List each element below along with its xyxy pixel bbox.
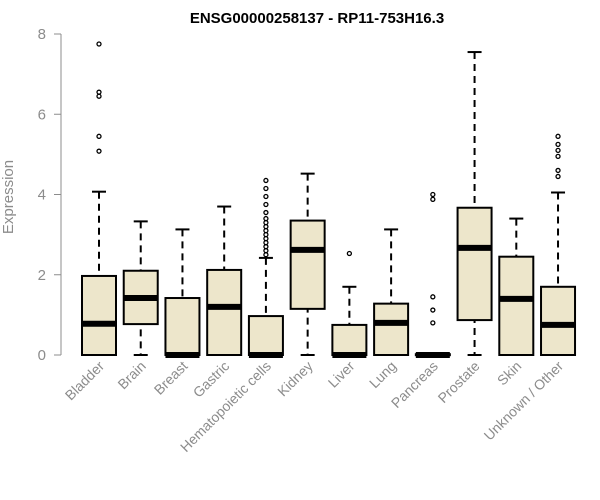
outlier-point <box>555 147 561 154</box>
box-iqr <box>164 297 201 356</box>
box-iqr <box>540 285 577 357</box>
x-tick-label: Bladder <box>62 358 108 404</box>
outlier-point <box>430 191 436 198</box>
outlier-point <box>555 153 561 160</box>
y-axis-label: Expression <box>0 160 17 234</box>
box-bladder <box>81 41 117 356</box>
box-iqr <box>247 315 284 356</box>
box-liver <box>331 250 368 358</box>
outlier-point <box>96 133 102 139</box>
outlier-point <box>346 250 353 257</box>
outlier-point <box>96 89 102 95</box>
outlier-point <box>96 41 102 47</box>
box-kidney <box>289 172 326 356</box>
box-gastric <box>206 205 243 356</box>
y-axis: 0 2 4 6 8 <box>38 26 62 364</box>
outlier-point <box>430 307 436 313</box>
box-iqr <box>81 274 117 356</box>
box-skin <box>498 217 535 357</box>
y-tick-label: 6 <box>38 106 46 123</box>
box-iqr <box>373 302 410 357</box>
box-iqr <box>498 255 535 357</box>
x-tick-label: Brain <box>114 358 148 392</box>
outlier-point <box>263 215 269 222</box>
box-iqr <box>456 206 493 322</box>
outlier-point <box>555 173 561 180</box>
x-tick-label: Prostate <box>435 358 483 406</box>
box-series <box>81 41 577 358</box>
y-tick-label: 4 <box>38 187 46 204</box>
outlier-point <box>263 201 269 208</box>
x-tick-label: Unknown / Other <box>481 358 567 444</box>
chart-title: ENSG00000258137 - RP11-753H16.3 <box>190 10 444 27</box>
y-tick-label: 2 <box>38 267 46 284</box>
outlier-point <box>555 141 561 147</box>
x-tick-label: Liver <box>325 358 358 391</box>
box-hematopoietic-cells <box>247 177 284 358</box>
outlier-point <box>555 167 561 174</box>
x-tick-label: Kidney <box>274 358 316 400</box>
outlier-point <box>430 294 436 300</box>
x-tick-label: Skin <box>494 358 525 389</box>
box-iqr <box>206 268 243 356</box>
box-lung <box>373 228 410 357</box>
box-pancreas <box>414 191 451 358</box>
x-tick-label: Breast <box>151 358 191 398</box>
box-iqr <box>331 323 368 356</box>
outlier-point <box>263 177 269 184</box>
outlier-point <box>263 193 269 200</box>
outlier-point <box>430 320 436 326</box>
box-iqr <box>289 219 326 310</box>
outlier-point <box>263 185 269 192</box>
box-breast <box>164 228 201 358</box>
box-unknown-other <box>540 133 577 357</box>
outlier-point <box>430 196 436 202</box>
outlier-point <box>263 209 269 216</box>
x-tick-label: Lung <box>366 358 399 391</box>
outlier-point <box>96 148 102 154</box>
outlier-point <box>555 133 561 139</box>
y-tick-label: 8 <box>38 26 46 43</box>
box-prostate <box>456 51 493 356</box>
y-tick-label: 0 <box>38 347 46 364</box>
box-brain <box>122 220 159 356</box>
